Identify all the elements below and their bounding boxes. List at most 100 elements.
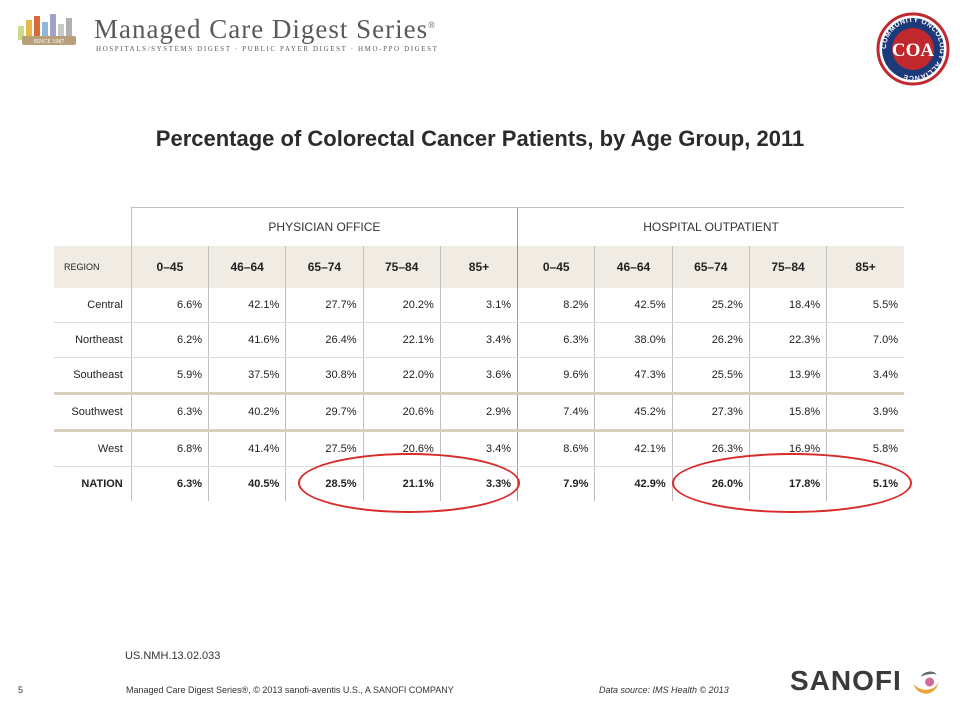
value-cell: 17.8% xyxy=(748,466,827,501)
bar-chart-logo-icon: SINCE 1987 xyxy=(18,14,76,45)
value-cell: 6.2% xyxy=(130,322,209,358)
group-header-hospital-outpatient: HOSPITAL OUTPATIENT xyxy=(517,207,904,246)
group-header-spacer xyxy=(54,208,131,247)
value-cell: 5.8% xyxy=(826,430,904,467)
region-cell: NATION xyxy=(81,478,123,490)
region-cell: Southwest xyxy=(54,393,132,432)
value-cell: 41.4% xyxy=(208,430,286,467)
page-number: 5 xyxy=(18,685,24,695)
region-cell: Southeast xyxy=(54,357,132,395)
table-row: West 6.8% 41.4% 27.5% 20.6% 3.4% 8.6% 42.1% 26.3… xyxy=(54,430,904,467)
series-title: Managed Care Digest Series® xyxy=(94,14,436,44)
value-cell: 15.8% xyxy=(748,393,827,432)
value-cell: 42.9% xyxy=(594,466,673,501)
community-oncology-alliance-seal-icon: COMMUNITY ONCOLOGY ALLIANCE COA xyxy=(876,12,950,86)
copyright-notice: Managed Care Digest Series®, © 2013 sano… xyxy=(126,685,454,695)
value-cell: 22.1% xyxy=(362,322,441,358)
age-header-cell: 75–84 xyxy=(362,246,441,288)
value-cell: 27.5% xyxy=(285,430,364,467)
value-cell: 5.5% xyxy=(826,288,904,323)
value-cell: 13.9% xyxy=(748,357,827,395)
sanofi-logo: SANOFI xyxy=(790,662,950,702)
value-cell: 20.6% xyxy=(362,393,441,432)
value-cell: 22.0% xyxy=(362,357,441,395)
value-cell: 3.4% xyxy=(439,430,518,467)
value-cell: 22.3% xyxy=(748,322,827,358)
value-cell: 18.4% xyxy=(748,288,827,323)
value-cell: 25.2% xyxy=(671,288,750,323)
age-header-cell: 46–64 xyxy=(208,246,286,288)
value-cell: 2.9% xyxy=(439,393,518,432)
value-cell: 9.6% xyxy=(517,357,595,395)
value-cell: 20.6% xyxy=(362,430,441,467)
colorectal-age-table: PHYSICIAN OFFICE HOSPITAL OUTPATIENT REG… xyxy=(54,207,904,501)
value-cell: 5.9% xyxy=(130,357,209,395)
table-row: Southwest 6.3% 40.2% 29.7% 20.6% 2.9% 7.4% 45.2… xyxy=(54,393,904,432)
value-cell: 30.8% xyxy=(285,357,364,395)
value-cell: 40.2% xyxy=(208,393,286,432)
value-cell: 20.2% xyxy=(362,288,441,323)
value-cell: 8.2% xyxy=(517,288,595,323)
value-cell: 7.4% xyxy=(517,393,595,432)
value-cell: 6.3% xyxy=(517,322,595,358)
value-cell: 38.0% xyxy=(594,322,673,358)
value-cell: 37.5% xyxy=(208,357,286,395)
group-header-row: PHYSICIAN OFFICE HOSPITAL OUTPATIENT xyxy=(54,207,904,247)
value-cell: 6.3% xyxy=(130,466,209,501)
age-header-cell: 0–45 xyxy=(130,246,209,288)
series-subtitle: HOSPITALS/SYSTEMS DIGEST · PUBLIC PAYER … xyxy=(96,45,439,53)
value-cell: 7.9% xyxy=(517,466,595,501)
value-cell: 45.2% xyxy=(594,393,673,432)
value-cell: 21.1% xyxy=(362,466,441,501)
value-cell: 3.6% xyxy=(439,357,518,395)
value-cell: 3.1% xyxy=(439,288,518,323)
region-cell: Northeast xyxy=(54,322,132,358)
table-row: Central 6.6% 42.1% 27.7% 20.2% 3.1% 8.2% 42.5% 2… xyxy=(54,288,904,323)
value-cell: 26.0% xyxy=(671,466,750,501)
value-cell: 27.3% xyxy=(671,393,750,432)
value-cell: 40.5% xyxy=(208,466,286,501)
managed-care-digest-logo: SINCE 1987 Managed Care Digest Series® H… xyxy=(14,12,437,53)
age-header-cell: 75–84 xyxy=(748,246,827,288)
value-cell: 27.7% xyxy=(285,288,364,323)
table-row: Northeast 6.2% 41.6% 26.4% 22.1% 3.4% 6.3% 38.0… xyxy=(54,322,904,358)
sanofi-bird-icon xyxy=(913,671,939,694)
region-cell: Central xyxy=(54,288,132,323)
value-cell: 26.3% xyxy=(671,430,750,467)
data-source-note: Data source: IMS Health © 2013 xyxy=(599,685,729,695)
value-cell: 28.5% xyxy=(285,466,364,501)
age-header-cell: 65–74 xyxy=(671,246,750,288)
age-header-cell: 65–74 xyxy=(285,246,364,288)
age-header-row: REGION 0–45 46–64 65–74 75–84 85+ 0–45 46–64 65… xyxy=(54,246,904,288)
since-badge: SINCE 1987 xyxy=(34,39,65,45)
value-cell: 47.3% xyxy=(594,357,673,395)
value-cell: 26.4% xyxy=(285,322,364,358)
age-header-cell: 85+ xyxy=(826,246,904,288)
table-row: Southeast 5.9% 37.5% 30.8% 22.0% 3.6% 9.6% 47.3… xyxy=(54,357,904,395)
value-cell: 5.1% xyxy=(826,466,904,501)
region-header: REGION xyxy=(54,246,132,288)
value-cell: 42.1% xyxy=(208,288,286,323)
age-header-cell: 0–45 xyxy=(517,246,595,288)
value-cell: 3.9% xyxy=(826,393,904,432)
slide-title: Percentage of Colorectal Cancer Patients… xyxy=(155,126,805,151)
value-cell: 29.7% xyxy=(285,393,364,432)
value-cell: 6.6% xyxy=(130,288,209,323)
value-cell: 41.6% xyxy=(208,322,286,358)
seal-initials: COA xyxy=(892,40,935,61)
table-row: NATION 6.3% 40.5% 28.5% 21.1% 3.3% 7.9% 42.9% 26… xyxy=(54,466,904,501)
value-cell: 16.9% xyxy=(748,430,827,467)
value-cell: 3.4% xyxy=(439,322,518,358)
value-cell: 6.8% xyxy=(130,430,209,467)
value-cell: 26.2% xyxy=(671,322,750,358)
group-header-physician-office: PHYSICIAN OFFICE xyxy=(130,207,518,246)
value-cell: 42.5% xyxy=(594,288,673,323)
job-code: US.NMH.13.02.033 xyxy=(125,650,221,662)
value-cell: 25.5% xyxy=(671,357,750,395)
value-cell: 3.4% xyxy=(826,357,904,395)
value-cell: 6.3% xyxy=(130,393,209,432)
value-cell: 3.3% xyxy=(439,466,518,501)
value-cell: 42.1% xyxy=(594,430,673,467)
age-header-cell: 46–64 xyxy=(594,246,673,288)
region-cell: West xyxy=(54,430,132,467)
